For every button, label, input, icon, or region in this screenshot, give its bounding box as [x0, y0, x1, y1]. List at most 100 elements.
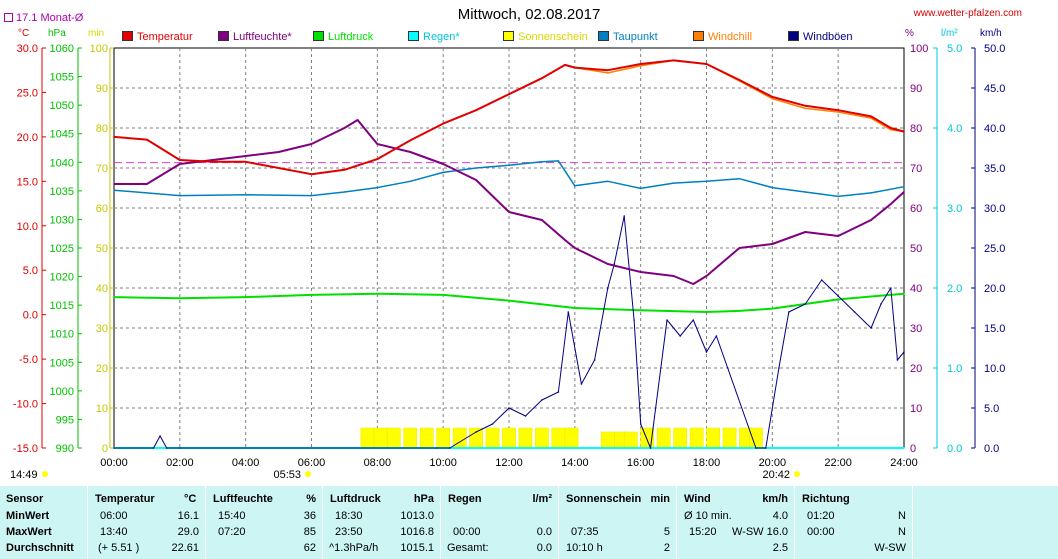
x-tick-label: 22:00	[824, 457, 852, 469]
tick-label-sunshine: 0	[102, 443, 108, 455]
sunshine-bar	[419, 427, 434, 449]
pressure-series-line-point	[376, 292, 379, 295]
dewpoint-series-line-point	[837, 195, 839, 198]
pressure-series-line-point	[508, 299, 510, 302]
tick-label-sunshine: 20	[96, 363, 108, 375]
row-label-max: MaxWert	[6, 526, 52, 538]
rain-max-value: 0.0	[536, 526, 552, 538]
dewpoint-series-line-point	[870, 192, 872, 194]
x-tick-label: 12:00	[495, 457, 523, 469]
pressure-trend: ^1.3hPa/h	[329, 542, 379, 554]
humidity-series-line-point	[574, 247, 576, 249]
table-col-wind: Wind km/h Ø 10 min. 4.0 15:20 W-SW 16.0 …	[677, 486, 795, 559]
humidity-series-line-point	[475, 179, 477, 181]
x-tick-label: 08:00	[364, 457, 392, 469]
tick-label-wind: 15.0	[984, 323, 1005, 335]
pressure-series-line-point	[903, 292, 905, 295]
rain-series-line-point	[903, 447, 905, 449]
temperature-series-line-point	[903, 130, 905, 133]
table-col-rain: Regen l/m² 00:00 0.0 Gesamt: 0.0	[441, 486, 559, 559]
pressure-series-line-point	[639, 309, 642, 312]
legend-swatch	[408, 31, 419, 41]
humidity-series-line-point	[672, 275, 675, 277]
wind-gust-series-line-point	[475, 431, 477, 433]
tick-label-rain: 5.0	[947, 43, 962, 55]
pressure-series-line-point	[310, 294, 313, 296]
humidity-series-line-point	[211, 159, 214, 161]
website-link[interactable]: www.wetter-pfalzen.com	[913, 8, 1022, 19]
legend-item: Regen*	[408, 31, 460, 43]
tick-label-rain: 3.0	[947, 203, 962, 215]
tick-label-pressure: 1045	[50, 129, 74, 141]
tick-label-pressure: 1060	[50, 43, 74, 55]
sunshine-max-time: 07:35	[571, 526, 599, 538]
legend-item: Temperatur	[122, 31, 193, 43]
tick-label-pressure: 1040	[50, 157, 74, 169]
wind-gust-series-line-point	[692, 319, 695, 321]
x-tick-label: 00:00	[100, 457, 128, 469]
wind-gust-series-line-point	[666, 319, 668, 321]
windchill-series-line-point	[837, 111, 839, 113]
humidity-series-line-point	[442, 163, 444, 165]
temperature-series-line-point	[475, 109, 477, 112]
tick-label-humidity: 70	[910, 163, 922, 175]
sunshine-total: 10:10 h	[566, 542, 603, 554]
row-label-avg: Durchschnitt	[6, 542, 74, 554]
humidity-series-line-point	[179, 163, 181, 165]
temperature-series-line-point	[804, 104, 807, 107]
x-tick-label: 14:00	[561, 457, 589, 469]
rain-unit: l/m²	[532, 493, 552, 505]
rain-total-value: 0.0	[536, 542, 552, 554]
table-header-sensor: Sensor	[6, 493, 44, 505]
wind-gust-series-line-point	[567, 311, 570, 313]
humidity-series-line-point	[738, 247, 741, 249]
pressure-series-line-point	[771, 307, 774, 310]
temperature-series-line-point	[113, 136, 115, 138]
wind-gust-series-line-point	[778, 367, 780, 369]
dewpoint-series-line-point	[310, 194, 313, 197]
pressure-series-line-point	[837, 298, 839, 301]
dewpoint-series-line-point	[771, 186, 774, 189]
tick-label-wind: 35.0	[984, 163, 1005, 175]
tick-label-wind: 25.0	[984, 243, 1005, 255]
temperature-max-value: 29.0	[177, 526, 199, 538]
dewpoint-series-line-point	[409, 180, 412, 183]
tick-label-pressure: 1005	[50, 357, 74, 369]
humidity-unit: %	[306, 493, 316, 505]
rain-header: Regen	[448, 493, 482, 505]
tick-label-wind: 50.0	[984, 43, 1005, 55]
legend-swatch	[313, 31, 324, 41]
wind-average-label: Ø 10 min.	[684, 510, 732, 522]
table-col-temperature: Temperatur °C 06:00 16.1 13:40 29.0 (+ 5…	[88, 486, 206, 559]
temperature-series-line-point	[376, 158, 379, 160]
tick-label-sunshine: 60	[96, 203, 108, 215]
temperature-series-line-point	[541, 77, 543, 80]
sunshine-bar	[436, 427, 451, 449]
tick-label-pressure: 1035	[50, 186, 74, 198]
tick-label-temperature: 15.0	[17, 176, 38, 188]
sun-icon	[42, 471, 48, 477]
dewpoint-series-line-point	[672, 182, 675, 184]
legend-item: Sonnenschein	[503, 31, 588, 43]
wind-gust-series-line-point	[541, 399, 543, 401]
sunshine-bar	[673, 427, 687, 449]
humidity-series-line-point	[837, 235, 839, 237]
dewpoint-series-line-point	[113, 189, 115, 192]
sunshine-bar	[706, 427, 720, 449]
x-tick-label: 02:00	[166, 457, 194, 469]
wind-max-time: 15:20	[689, 526, 717, 538]
sunshine-bar	[689, 427, 704, 449]
wind-average-value: 4.0	[772, 510, 788, 522]
humidity-series-line-point	[146, 183, 148, 185]
legend-item: Windchill	[693, 31, 752, 43]
tick-label-rain: 4.0	[947, 123, 962, 135]
tick-label-wind: 45.0	[984, 83, 1005, 95]
dewpoint-series-line-point	[442, 171, 444, 174]
tick-label-wind: 20.0	[984, 283, 1005, 295]
temperature-series-line-point	[771, 96, 774, 98]
legend-swatch	[503, 31, 514, 41]
tick-label-pressure: 1055	[50, 72, 74, 84]
tick-label-sunshine: 70	[96, 163, 108, 175]
tick-label-wind: 30.0	[984, 203, 1005, 215]
wind-max-direction: W-SW	[732, 526, 764, 538]
